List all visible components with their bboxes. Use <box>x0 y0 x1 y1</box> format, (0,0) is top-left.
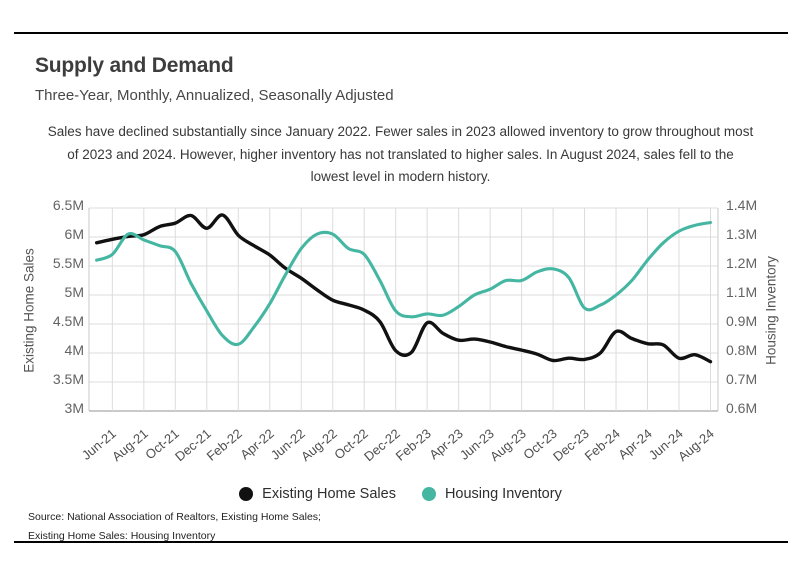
existing-home-sales-line <box>94 213 713 364</box>
right-axis-tick-label: 0.6M <box>726 400 758 416</box>
legend-label: Housing Inventory <box>444 486 562 502</box>
legend-item-housing-inventory: Housing Inventory <box>421 486 562 502</box>
existing-home-sales-dot-icon <box>239 487 254 501</box>
source-note: Source: National Association of Realtors… <box>28 508 321 545</box>
left-axis-title: Existing Home Sales <box>21 248 37 373</box>
right-axis-tick-label: 1.4M <box>726 197 758 213</box>
right-axis-tick-label: 0.7M <box>726 371 758 387</box>
left-axis-tick-label: 5.5M <box>52 255 84 271</box>
source-line-2: Existing Home Sales: Housing Inventory <box>28 529 216 542</box>
chart-subtitle: Three-Year, Monthly, Annualized, Seasona… <box>35 87 394 104</box>
chart-title: Supply and Demand <box>35 54 234 77</box>
housing-inventory-line <box>95 220 713 347</box>
left-axis-tick-label: 3.5M <box>52 371 84 387</box>
right-axis-title: Housing Inventory <box>763 256 779 365</box>
description-line-3: lowest level in modern history. <box>310 169 491 184</box>
legend-label: Existing Home Sales <box>262 486 396 502</box>
left-axis-tick-label: 6M <box>64 226 84 242</box>
right-axis-tick-label: 0.8M <box>726 342 758 358</box>
description-line-1: Sales have declined substantially since … <box>47 124 754 139</box>
bottom-divider <box>14 541 788 543</box>
left-axis-tick-label: 6.5M <box>52 197 84 213</box>
top-divider <box>14 32 788 34</box>
housing-inventory-dot-icon <box>421 487 436 501</box>
right-axis-tick-label: 0.9M <box>726 313 758 329</box>
source-line-1: Source: National Association of Realtors… <box>28 511 321 523</box>
description-line-2: of 2023 and 2024. However, higher invent… <box>67 146 734 162</box>
right-axis-tick-label: 1.1M <box>726 284 758 300</box>
left-axis-tick-label: 4M <box>64 342 84 358</box>
left-axis-tick-label: 4.5M <box>52 313 84 329</box>
left-axis-tick-label: 5M <box>64 284 84 300</box>
right-axis-tick-label: 1.3M <box>726 226 758 242</box>
chart-description: Sales have declined substantially since … <box>40 121 761 189</box>
left-axis-tick-label: 3M <box>64 400 84 416</box>
right-axis-tick-label: 1.2M <box>726 255 758 271</box>
legend-item-existing-home-sales: Existing Home Sales <box>239 486 396 502</box>
chart-legend: Existing Home Sales Housing Inventory <box>0 486 801 502</box>
